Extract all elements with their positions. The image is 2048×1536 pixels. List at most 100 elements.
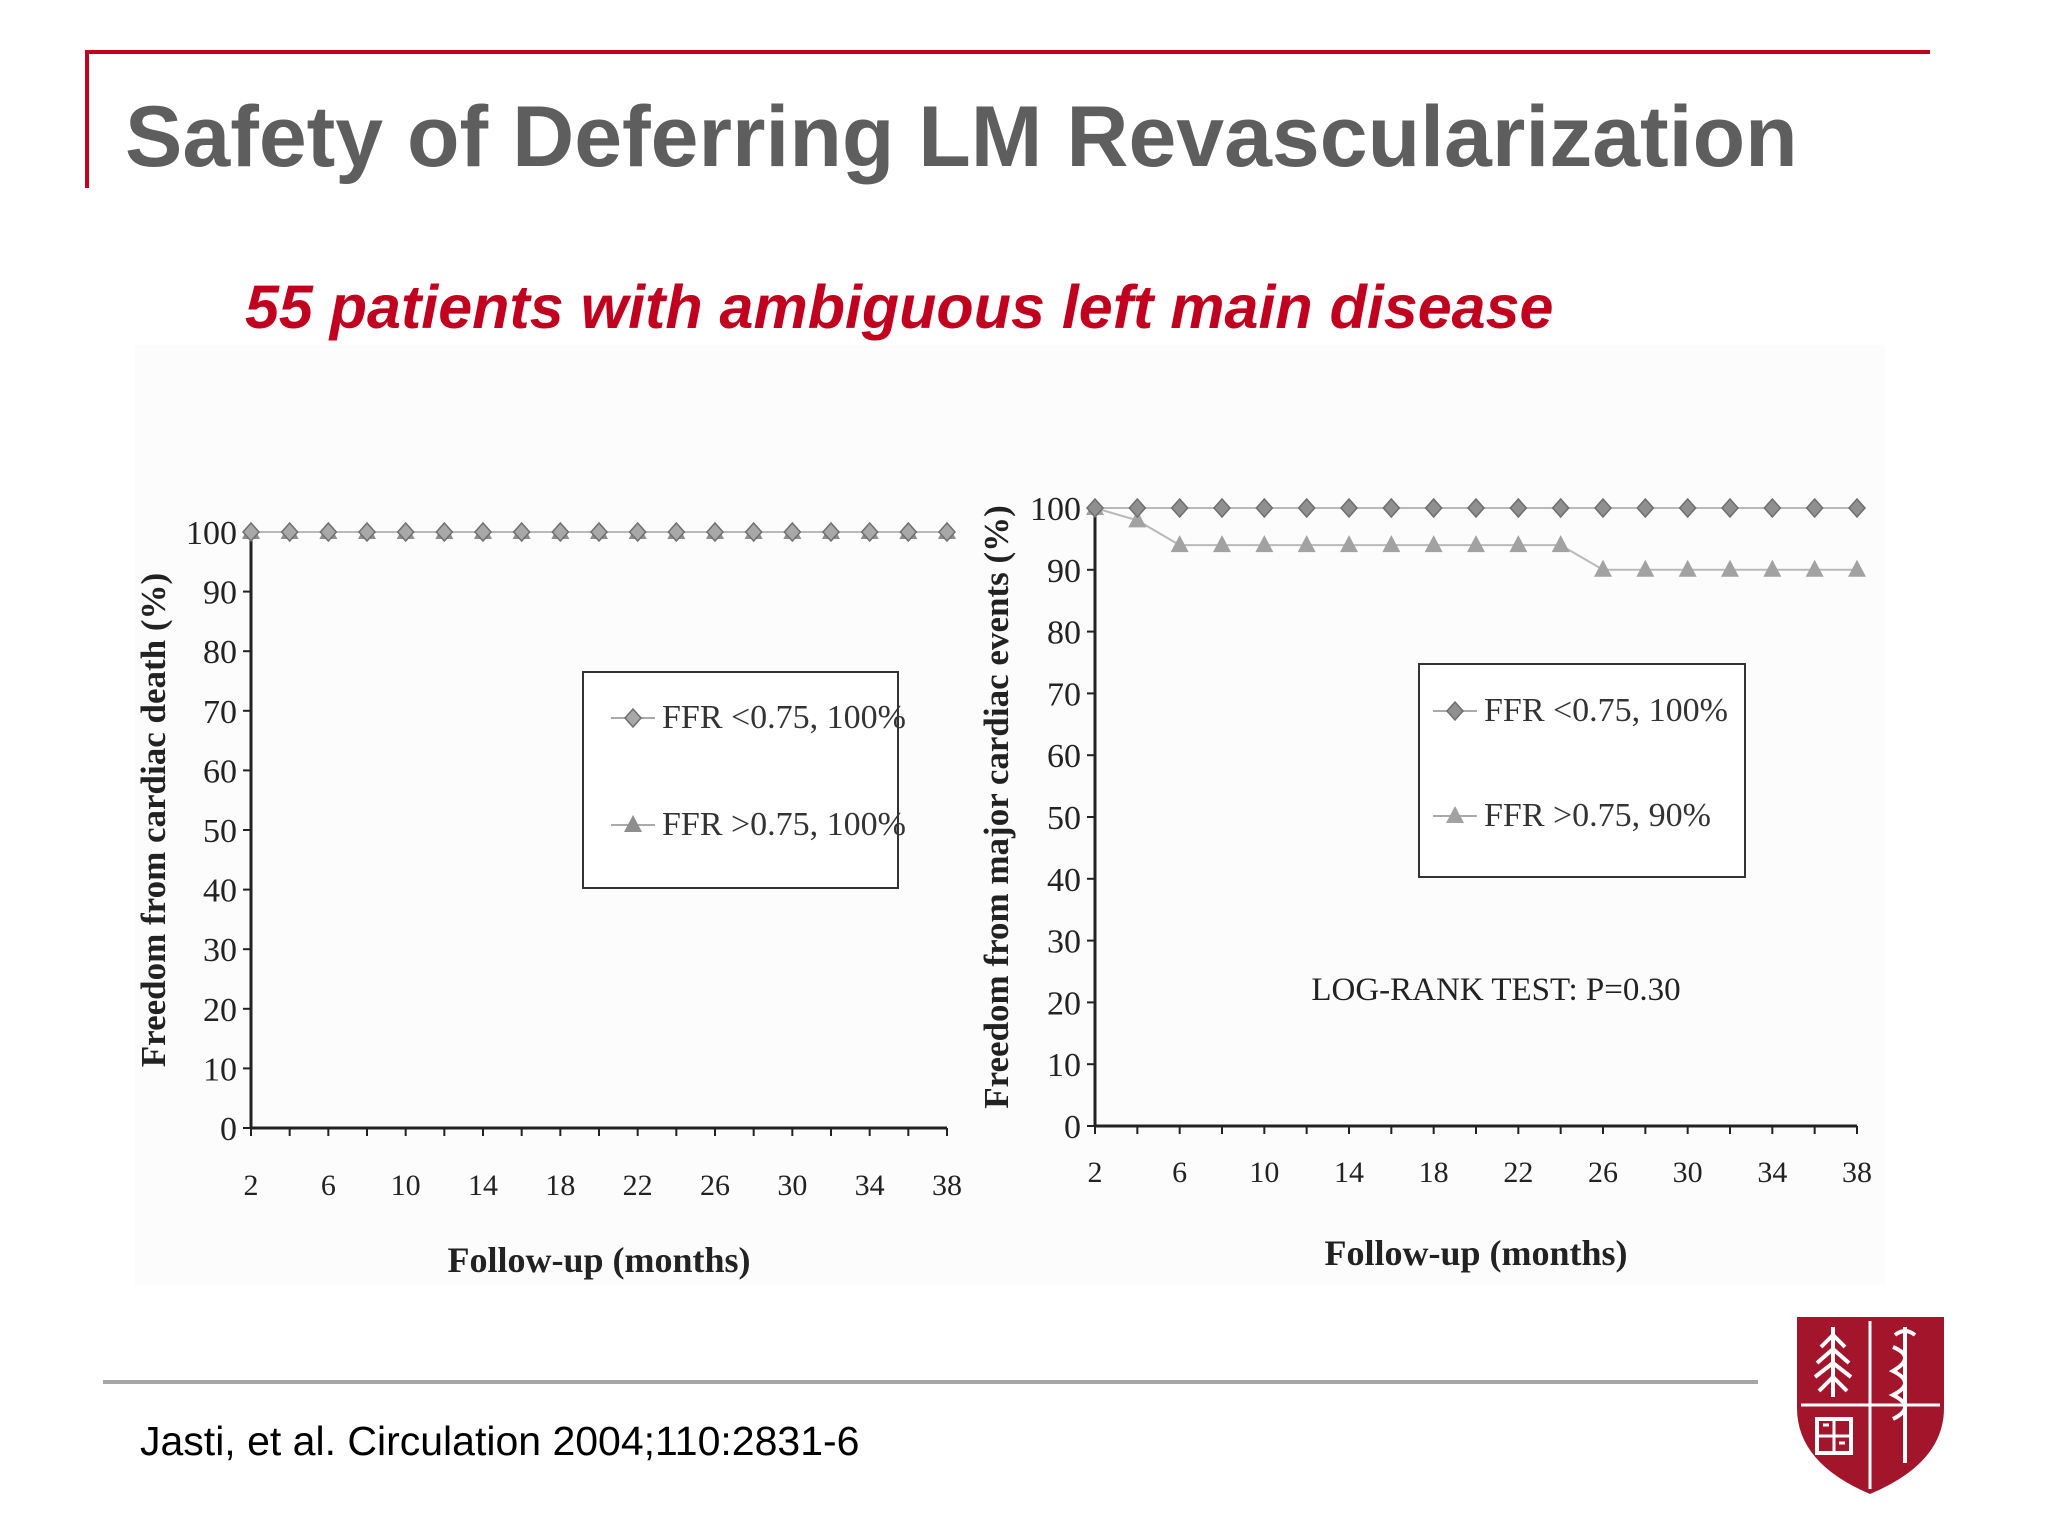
x-tick-label: 22 <box>1503 1156 1533 1189</box>
data-point <box>357 521 377 543</box>
data-point <box>1255 535 1274 553</box>
data-point <box>473 521 493 543</box>
data-point <box>1128 510 1147 528</box>
y-tick-label: 100 <box>1030 491 1081 528</box>
y-axis-label: Freedom from major cardiac events (%) <box>977 505 1016 1109</box>
data-point <box>1170 497 1189 519</box>
x-tick-label: 38 <box>932 1169 962 1202</box>
y-tick-label: 80 <box>1047 615 1081 652</box>
data-point <box>1382 497 1401 519</box>
data-point <box>1636 497 1655 519</box>
data-point <box>1678 559 1697 577</box>
data-point <box>821 521 841 543</box>
data-point <box>744 521 763 543</box>
data-point <box>551 521 570 543</box>
data-point <box>937 521 957 543</box>
y-tick-label: 30 <box>1047 924 1081 961</box>
x-axis-label: Follow-up (months) <box>447 1240 750 1280</box>
slide-title: Safety of Deferring LM Revascularization <box>125 89 1798 185</box>
data-point <box>628 521 647 543</box>
data-point <box>1509 497 1528 519</box>
data-point <box>1466 497 1486 519</box>
data-point <box>280 521 299 543</box>
data-point <box>1551 497 1570 519</box>
x-tick-label: 18 <box>545 1169 575 1202</box>
data-point <box>899 521 918 543</box>
data-point <box>1213 535 1231 553</box>
data-point <box>1678 497 1697 519</box>
x-tick-label: 6 <box>1172 1156 1187 1189</box>
data-point <box>1255 497 1274 519</box>
x-tick-label: 30 <box>777 1169 807 1202</box>
y-tick-label: 20 <box>1047 985 1081 1022</box>
x-tick-label: 14 <box>1334 1156 1364 1189</box>
data-point <box>1340 535 1358 553</box>
data-point <box>1297 535 1316 553</box>
data-point <box>396 521 415 543</box>
x-tick-label: 2 <box>244 1169 259 1202</box>
data-point <box>860 521 879 543</box>
x-tick-label: 2 <box>1088 1156 1103 1189</box>
y-tick-label: 90 <box>203 575 237 612</box>
data-point <box>1128 497 1147 519</box>
y-tick-label: 10 <box>203 1051 237 1088</box>
x-tick-label: 14 <box>468 1169 498 1202</box>
x-tick-label: 30 <box>1673 1156 1703 1189</box>
data-point <box>1593 497 1613 519</box>
y-tick-label: 80 <box>203 634 237 671</box>
data-point <box>1509 535 1528 553</box>
y-tick-label: 40 <box>1047 862 1081 899</box>
x-tick-label: 26 <box>700 1169 730 1202</box>
data-point <box>512 521 531 543</box>
x-tick-label: 26 <box>1588 1156 1618 1189</box>
citation: Jasti, et al. Circulation 2004;110:2831-… <box>140 1418 860 1464</box>
data-point <box>1170 535 1189 553</box>
data-point <box>319 521 338 543</box>
y-tick-label: 60 <box>1047 738 1081 775</box>
data-point <box>1297 497 1316 519</box>
chart-annotation: LOG-RANK TEST: P=0.30 <box>1311 972 1680 1008</box>
data-point <box>1467 535 1485 553</box>
y-tick-label: 50 <box>1047 800 1081 837</box>
y-axis-label: Freedom from cardiac death (%) <box>134 573 173 1067</box>
legend-label: FFR >0.75, 100% <box>662 806 906 843</box>
y-tick-label: 90 <box>1047 553 1081 590</box>
legend-marker <box>623 707 643 729</box>
x-tick-label: 10 <box>391 1169 421 1202</box>
y-tick-label: 60 <box>203 753 237 790</box>
data-point <box>1424 497 1443 519</box>
data-point <box>1763 559 1782 577</box>
stanford-medicine-shield-icon <box>1797 1317 1944 1494</box>
data-point <box>705 521 725 543</box>
data-point <box>1847 497 1867 519</box>
data-point <box>1763 497 1782 519</box>
data-point <box>435 521 454 543</box>
x-tick-label: 10 <box>1249 1156 1279 1189</box>
legend-label: FFR <0.75, 100% <box>1484 692 1728 729</box>
legend-label: FFR <0.75, 100% <box>662 699 906 736</box>
data-point <box>1721 559 1739 577</box>
footer-divider <box>103 1380 1758 1384</box>
y-tick-label: 70 <box>203 694 237 731</box>
data-point <box>1636 559 1655 577</box>
y-tick-label: 40 <box>203 873 237 910</box>
data-point <box>1805 559 1824 577</box>
data-point <box>1339 497 1359 519</box>
legend-marker <box>1445 700 1465 722</box>
x-tick-label: 6 <box>321 1169 336 1202</box>
legend-box <box>582 671 899 889</box>
x-axis-label: Follow-up (months) <box>1324 1233 1627 1273</box>
legend-marker <box>1446 806 1464 823</box>
x-tick-label: 34 <box>1757 1156 1787 1189</box>
x-tick-label: 18 <box>1419 1156 1449 1189</box>
x-tick-label: 38 <box>1842 1156 1872 1189</box>
y-tick-label: 30 <box>203 932 237 969</box>
data-point <box>241 521 261 543</box>
data-point <box>1848 559 1866 577</box>
data-point <box>589 521 609 543</box>
data-point <box>1085 497 1105 519</box>
y-tick-label: 100 <box>186 515 237 552</box>
legend-box <box>1418 663 1746 878</box>
y-tick-label: 0 <box>1064 1109 1081 1146</box>
